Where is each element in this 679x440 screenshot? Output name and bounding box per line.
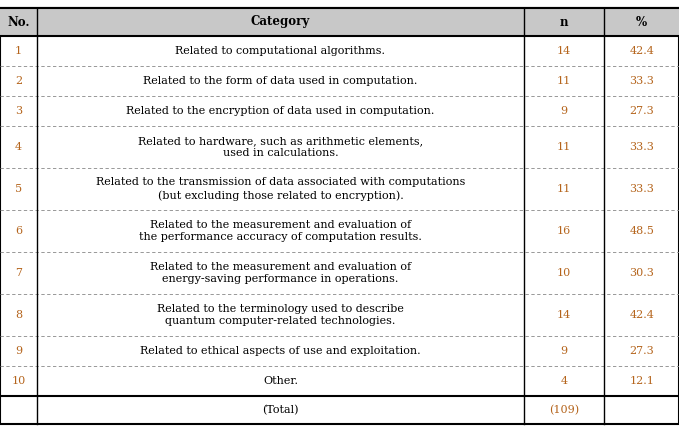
Text: (Total): (Total)	[262, 405, 299, 415]
Text: Related to the measurement and evaluation of
energy-saving performance in operat: Related to the measurement and evaluatio…	[150, 262, 411, 284]
Text: 10: 10	[12, 376, 25, 386]
Text: 10: 10	[557, 268, 571, 278]
Text: 14: 14	[557, 46, 571, 56]
Text: Related to the measurement and evaluation of
the performance accuracy of computa: Related to the measurement and evaluatio…	[139, 220, 422, 242]
Text: Related to hardware, such as arithmetic elements,
used in calculations.: Related to hardware, such as arithmetic …	[138, 136, 423, 158]
Text: Related to the terminology used to describe
quantum computer-related technologie: Related to the terminology used to descr…	[157, 304, 404, 326]
Text: 9: 9	[15, 346, 22, 356]
Text: Related to the form of data used in computation.: Related to the form of data used in comp…	[143, 76, 418, 86]
Text: 11: 11	[557, 76, 571, 86]
Text: 4: 4	[15, 142, 22, 152]
Text: n: n	[560, 15, 568, 29]
Text: 7: 7	[15, 268, 22, 278]
Text: 42.4: 42.4	[629, 46, 654, 56]
Text: Related to the transmission of data associated with computations
(but excluding : Related to the transmission of data asso…	[96, 177, 465, 201]
Text: 48.5: 48.5	[629, 226, 654, 236]
Text: 1: 1	[15, 46, 22, 56]
Text: 42.4: 42.4	[629, 310, 654, 320]
Text: Related to ethical aspects of use and exploitation.: Related to ethical aspects of use and ex…	[140, 346, 421, 356]
Text: 8: 8	[15, 310, 22, 320]
Text: 33.3: 33.3	[629, 76, 654, 86]
Text: 16: 16	[557, 226, 571, 236]
Text: 5: 5	[15, 184, 22, 194]
Text: 11: 11	[557, 184, 571, 194]
Text: 2: 2	[15, 76, 22, 86]
Bar	[0, 8, 679, 36]
Text: 4: 4	[561, 376, 568, 386]
Text: (109): (109)	[549, 405, 579, 415]
Text: %: %	[636, 15, 647, 29]
Text: 30.3: 30.3	[629, 268, 654, 278]
Text: Category: Category	[251, 15, 310, 29]
Text: 6: 6	[15, 226, 22, 236]
Text: 9: 9	[561, 106, 568, 116]
Text: Other.: Other.	[263, 376, 298, 386]
Text: 33.3: 33.3	[629, 142, 654, 152]
Text: Related to computational algorithms.: Related to computational algorithms.	[175, 46, 386, 56]
Text: No.: No.	[7, 15, 30, 29]
Text: 27.3: 27.3	[629, 346, 654, 356]
Text: Related to the encryption of data used in computation.: Related to the encryption of data used i…	[126, 106, 435, 116]
Text: 33.3: 33.3	[629, 184, 654, 194]
Text: 14: 14	[557, 310, 571, 320]
Text: 12.1: 12.1	[629, 376, 654, 386]
Text: 3: 3	[15, 106, 22, 116]
Text: 11: 11	[557, 142, 571, 152]
Text: 9: 9	[561, 346, 568, 356]
Text: 27.3: 27.3	[629, 106, 654, 116]
